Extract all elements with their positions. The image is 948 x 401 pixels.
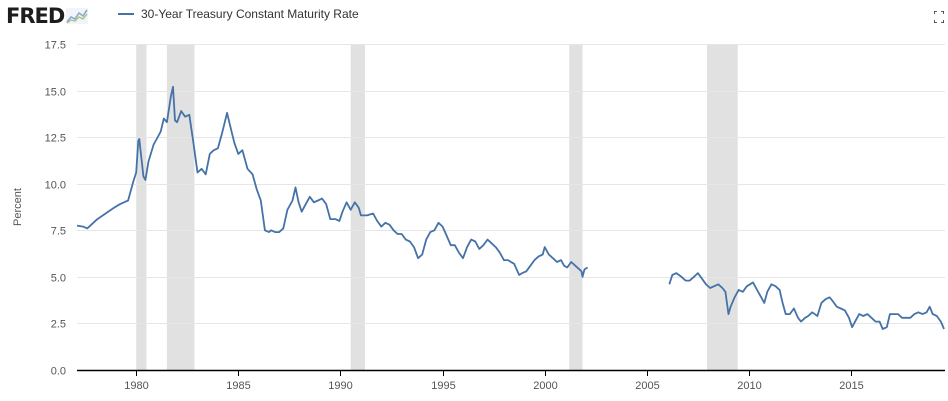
y-tick-label: 12.5: [45, 133, 66, 145]
y-tick-label: 7.5: [51, 226, 66, 238]
y-tick-label: 15.0: [45, 87, 66, 99]
y-tick-label: 5.0: [51, 273, 66, 285]
y-tick-label: 2.5: [51, 319, 66, 331]
x-tick-label: 2005: [635, 380, 659, 392]
x-tick-label: 1990: [328, 380, 352, 392]
y-axis-label: Percent: [12, 188, 24, 226]
y-tick-label: 0.0: [51, 366, 66, 378]
recession-band-3: [569, 44, 583, 370]
legend-swatch: [118, 13, 134, 15]
y-tick-label: 17.5: [45, 40, 66, 52]
recession-band-4: [707, 44, 738, 370]
x-tick-label: 1980: [124, 380, 148, 392]
chart-header: FRED 30-Year Treasury Constant Maturity …: [0, 0, 948, 32]
x-tick-label: 1985: [226, 380, 250, 392]
x-tick-label: 2010: [737, 380, 761, 392]
x-axis-ticks: 1980 1985 1990 1995 2000 2005 2010 2015: [124, 370, 864, 392]
recession-band-0: [136, 44, 147, 370]
x-tick-label: 2015: [839, 380, 863, 392]
recession-bands: [136, 44, 738, 370]
series-line-0-segment-1: [668, 272, 945, 330]
series-line-0-segment-0: [76, 85, 589, 278]
grid-lines: [77, 44, 945, 324]
x-tick-label: 1995: [431, 380, 455, 392]
chart-line-icon: [66, 8, 89, 24]
series-layer: [76, 85, 945, 330]
y-tick-label: 10.0: [45, 180, 66, 192]
legend-label: 30-Year Treasury Constant Maturity Rate: [141, 7, 359, 21]
x-tick-label: 2000: [533, 380, 557, 392]
y-axis-ticks: 0.0 2.5 5.0 7.5 10.0 12.5 15.0 17.5: [45, 40, 66, 378]
logo-text: FRED: [6, 4, 65, 28]
legend: 30-Year Treasury Constant Maturity Rate: [118, 7, 359, 21]
fred-logo[interactable]: FRED: [6, 4, 89, 28]
